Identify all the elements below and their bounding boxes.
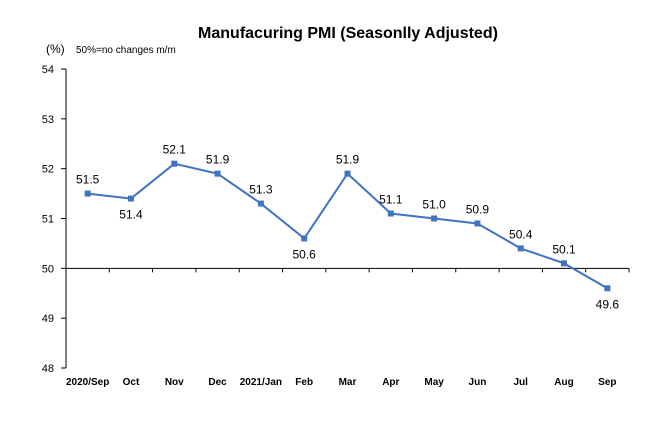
data-label: 50.1 xyxy=(552,242,576,256)
x-tick-label: May xyxy=(424,377,444,388)
data-point xyxy=(214,170,221,177)
baseline-note: 50%=no changes m/m xyxy=(76,45,176,56)
y-tick-label: 50 xyxy=(42,263,54,275)
data-label: 50.4 xyxy=(509,227,533,241)
y-unit-label: (%) xyxy=(46,42,65,56)
x-tick-label: Jul xyxy=(514,377,529,388)
data-label: 51.1 xyxy=(379,193,403,207)
data-point xyxy=(84,190,91,197)
x-tick-label: Dec xyxy=(208,377,227,388)
x-tick-label: Sep xyxy=(598,377,616,388)
series-pmi xyxy=(84,160,611,292)
y-tick-label: 54 xyxy=(42,64,54,76)
data-point xyxy=(474,220,481,227)
x-tick-label: Oct xyxy=(123,377,140,388)
x-tick-label: Feb xyxy=(295,377,313,388)
chart-title: Manufacuring PMI (Seasonlly Adjusted) xyxy=(198,25,498,42)
data-label: 51.3 xyxy=(249,183,273,197)
data-label: 51.9 xyxy=(206,153,230,167)
y-tick-label: 52 xyxy=(42,164,54,176)
data-point xyxy=(344,170,351,177)
y-tick-label: 48 xyxy=(42,363,54,375)
data-label: 51.4 xyxy=(119,208,143,222)
data-point xyxy=(301,235,308,242)
x-tick-label: 2020/Sep xyxy=(66,377,109,388)
data-point xyxy=(387,210,394,217)
x-tick-label: Jun xyxy=(469,377,487,388)
x-tick-label: 2021/Jan xyxy=(240,377,282,388)
x-tick-label: Mar xyxy=(339,377,357,388)
y-tick-label: 49 xyxy=(42,313,54,325)
data-label: 49.6 xyxy=(596,297,620,311)
series-line xyxy=(87,162,608,290)
data-point xyxy=(604,285,611,292)
data-label: 51.5 xyxy=(76,173,100,187)
data-label: 50.9 xyxy=(466,202,490,216)
data-label: 50.6 xyxy=(293,247,317,261)
y-tick-label: 53 xyxy=(42,114,54,126)
data-label: 52.1 xyxy=(163,143,187,157)
x-tick-label: Aug xyxy=(554,377,573,388)
data-label: 51.9 xyxy=(336,153,360,167)
data-label: 51.0 xyxy=(422,198,446,212)
data-point xyxy=(127,195,134,202)
data-labels: 51.5 51.4 52.1 51.9 51.3 50.6 51.9 51.1 51.0 50.9… xyxy=(76,143,619,312)
y-tick-label: 51 xyxy=(42,214,54,226)
data-point xyxy=(171,160,178,167)
x-axis: 2020/Sep Oct Nov Dec 2021/Jan Feb Mar Apr May Jun… xyxy=(65,267,630,388)
data-point xyxy=(561,260,568,267)
x-tick-label: Nov xyxy=(165,377,184,388)
y-axis: 48 49 50 51 52 53 54 xyxy=(42,64,67,375)
data-point xyxy=(517,245,524,252)
x-tick-label: Apr xyxy=(382,377,399,388)
data-point xyxy=(431,215,438,222)
data-point xyxy=(257,200,264,207)
